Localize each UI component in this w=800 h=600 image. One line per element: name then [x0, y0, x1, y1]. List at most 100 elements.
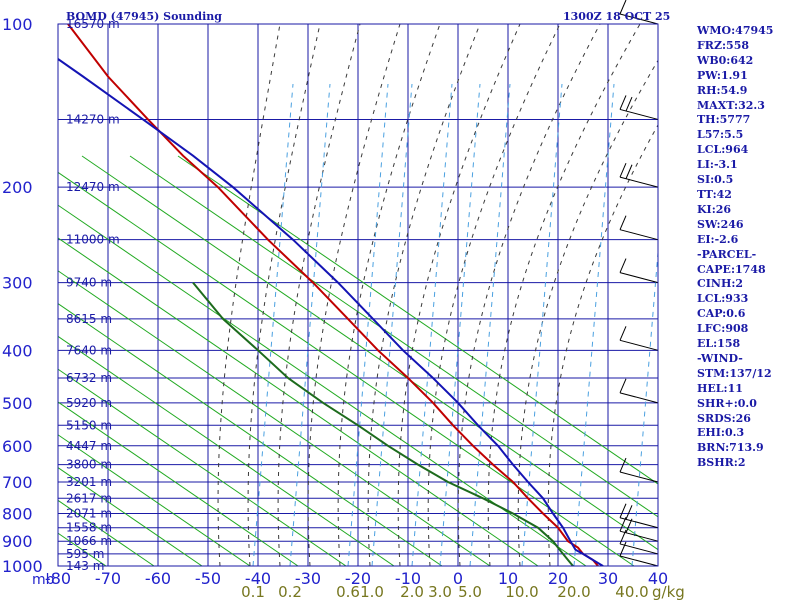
moist-adiabat	[487, 24, 641, 566]
height-label: 6732 m	[66, 371, 112, 385]
temperature-tick-label: -40	[245, 569, 271, 588]
index-line: HEL:11	[697, 381, 743, 395]
height-label: 595 m	[66, 547, 104, 561]
mixing-ratio-line	[411, 83, 453, 566]
index-line: CAP:0.6	[697, 307, 746, 321]
pressure-tick-label: 800	[2, 504, 33, 523]
index-line: LCL:964	[697, 143, 749, 157]
temperature-tick-label: -70	[95, 569, 121, 588]
height-label: 5150 m	[66, 418, 112, 432]
temperature-tick-label: -30	[295, 569, 321, 588]
index-line: -PARCEL-	[697, 247, 757, 261]
wind-barb-staff	[619, 555, 659, 567]
dewpoint-line	[192, 281, 574, 566]
mixing-ratio-line	[289, 83, 331, 566]
temperature-tick-label: -80	[45, 569, 71, 588]
dry-adiabat	[81, 155, 658, 551]
wind-barb-flag	[619, 326, 627, 341]
mixing-ratio-label: 5.0	[458, 583, 482, 600]
height-label: 8615 m	[66, 312, 112, 326]
mixing-ratio-line	[573, 83, 615, 566]
mixing-ratio-line	[439, 83, 481, 566]
moist-adiabat	[367, 24, 481, 566]
dry-adiabat	[58, 270, 491, 566]
index-line: TH:5777	[697, 113, 751, 127]
height-label: 9740 m	[66, 276, 112, 290]
temperature-tick-label: 40	[648, 569, 668, 588]
moist-adiabat	[547, 124, 658, 566]
height-label: 14270 m	[66, 112, 120, 126]
index-line: WB0:642	[697, 53, 754, 67]
mixing-ratio-label: 0.1	[241, 583, 265, 600]
dry-adiabat	[58, 466, 203, 566]
height-label: 11000 m	[66, 233, 120, 247]
height-label: 1066 m	[66, 534, 112, 548]
index-line: BSHR:2	[697, 456, 746, 470]
dry-adiabat	[129, 155, 658, 518]
mixing-ratio-label: 20.0	[557, 583, 590, 600]
station-title: BOMD (47945) Sounding	[66, 10, 222, 23]
pressure-tick-label: 400	[2, 341, 33, 360]
mixing-ratio-line	[347, 83, 389, 566]
height-label: 4447 m	[66, 439, 112, 453]
height-label: 3201 m	[66, 475, 112, 489]
wind-barb-flag	[625, 96, 633, 112]
pressure-tick-label: 100	[2, 15, 33, 34]
moist-adiabat	[277, 24, 361, 566]
index-line: STM:137/12	[697, 366, 772, 380]
pressure-tick-label: 200	[2, 178, 33, 197]
height-label: 3800 m	[66, 458, 112, 472]
index-line: SI:0.5	[697, 173, 734, 187]
index-line: L57:5.5	[697, 128, 744, 142]
pressure-tick-label: 700	[2, 473, 33, 492]
temperature-tick-label: 20	[548, 569, 568, 588]
mixing-ratio-label: 1.0	[360, 583, 384, 600]
dry-adiabat	[58, 302, 443, 566]
index-line: SW:246	[697, 217, 744, 231]
mixing-ratio-line	[371, 83, 413, 566]
index-line: WMO:47945	[697, 24, 774, 37]
index-line: EI:-2.6	[697, 232, 739, 246]
wind-barb-flag	[619, 0, 627, 15]
mixing-ratio-line	[521, 83, 563, 566]
height-label: 1558 m	[66, 521, 112, 535]
height-label: 12470 m	[66, 180, 120, 194]
wind-barb-flag	[619, 541, 627, 557]
wind-barb-staff	[619, 471, 659, 483]
temperature-tick-label: -20	[345, 569, 371, 588]
wind-barb-staff	[619, 339, 659, 351]
temperature-tick-label: -50	[195, 569, 221, 588]
pressure-unit-label: mb	[32, 572, 55, 588]
pressure-tick-label: 900	[2, 532, 33, 551]
moist-adiabat	[247, 24, 321, 566]
index-line: CINH:2	[697, 277, 744, 291]
mixing-ratio-label: 10.0	[505, 583, 538, 600]
height-label: 2617 m	[66, 491, 112, 505]
wind-barb-staff	[619, 176, 659, 188]
index-line: TT:42	[697, 187, 732, 201]
height-label: 2071 m	[66, 506, 112, 520]
valid-time: 1300Z 18 OCT 25	[563, 10, 671, 23]
wind-barb-flag	[619, 503, 627, 518]
wind-barb-staff	[619, 13, 659, 25]
mixing-ratio-label: 40.0	[615, 583, 648, 600]
plot-area	[58, 24, 658, 566]
dry-adiabat	[58, 368, 347, 566]
mixing-ratio-line	[252, 83, 294, 566]
temperature-tick-label: 30	[598, 569, 618, 588]
wind-barb-flag	[619, 95, 627, 110]
wind-barb-staff	[619, 543, 659, 555]
wind-barb-flag	[619, 378, 627, 394]
wind-barb-flag	[619, 457, 627, 473]
dry-adiabat	[58, 204, 587, 566]
index-line: KI:26	[697, 202, 732, 216]
temperature-tick-label: 0	[453, 569, 463, 588]
mixing-ratio-unit: g/kg	[652, 583, 685, 600]
dry-adiabat	[58, 401, 299, 566]
moist-adiabat	[517, 59, 658, 566]
mixing-ratio-label: 0.6	[336, 583, 360, 600]
dry-adiabat	[58, 434, 251, 566]
height-label: 5920 m	[66, 396, 112, 410]
wind-barb-flag	[619, 258, 627, 273]
